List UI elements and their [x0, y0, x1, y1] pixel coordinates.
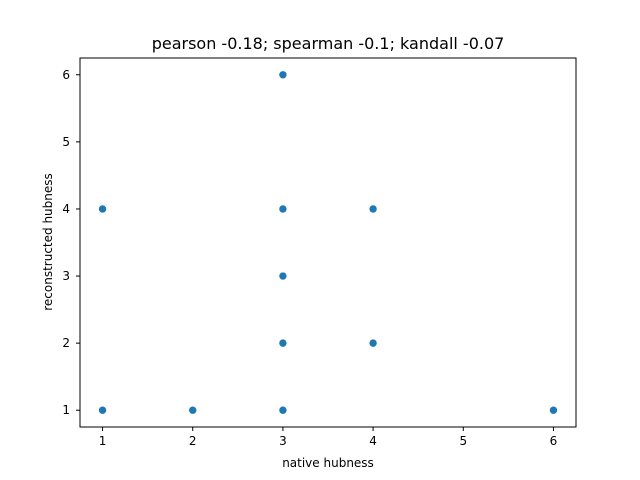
data-point — [278, 204, 288, 214]
y-tick-label: 5 — [62, 135, 70, 149]
x-tick-label: 3 — [279, 434, 287, 448]
chart-title: pearson -0.18; spearman -0.1; kandall -0… — [152, 34, 505, 53]
plot-frame — [79, 57, 577, 428]
x-tick-label: 2 — [189, 434, 197, 448]
x-tick-label: 4 — [369, 434, 377, 448]
y-tick-label: 4 — [62, 202, 70, 216]
data-point — [278, 338, 288, 348]
y-tick-label: 1 — [62, 403, 70, 417]
data-point — [368, 204, 378, 214]
data-point — [188, 405, 198, 415]
x-axis-label: native hubness — [282, 456, 374, 470]
y-tick-label: 2 — [62, 336, 70, 350]
y-tick-label: 3 — [62, 269, 70, 283]
y-axis-label: reconstructed hubness — [41, 173, 55, 311]
x-tick-label: 1 — [99, 434, 107, 448]
data-point — [368, 338, 378, 348]
axis-ticks: 1 2 3 4 5 6 1 2 3 4 5 6 — [62, 68, 557, 448]
data-point — [278, 271, 288, 281]
data-point — [278, 70, 288, 80]
x-tick-label: 6 — [550, 434, 558, 448]
data-point — [98, 204, 107, 214]
data-points — [98, 70, 558, 415]
data-point — [549, 405, 558, 415]
y-tick-label: 6 — [62, 68, 70, 82]
data-point — [278, 405, 288, 415]
x-tick-label: 5 — [459, 434, 467, 448]
data-point — [98, 405, 107, 415]
